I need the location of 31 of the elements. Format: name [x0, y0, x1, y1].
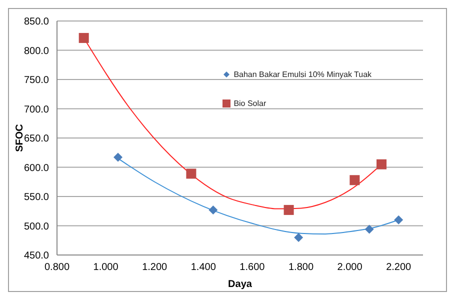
y-tick-label: 650.0	[24, 134, 50, 145]
x-tick-label: 2.000	[337, 262, 363, 274]
point	[284, 204, 294, 215]
point	[376, 159, 387, 170]
x-tick-label: 1.800	[288, 262, 314, 274]
x-tick-label: 2.200	[386, 262, 412, 274]
x-axis-title: Daya	[228, 279, 252, 290]
x-tick-label: 1.200	[142, 262, 168, 274]
x-tick-label: 1.000	[93, 262, 119, 274]
point	[394, 215, 404, 224]
y-tick-label: 800.0	[24, 46, 50, 57]
point	[294, 232, 304, 242]
legend-label: Bio Solar	[234, 99, 266, 108]
legend-label: Bahan Bakar Emulsi 10% Minyak Tuak	[234, 70, 372, 80]
y-tick-label: 700.0	[24, 104, 50, 116]
point	[364, 224, 374, 234]
x-tick-label: 0.800	[44, 262, 70, 274]
y-tick-label: 550.0	[24, 192, 50, 204]
x-tick-label: 1.400	[190, 262, 216, 274]
y-axis-title: SFOC	[14, 124, 26, 152]
y-tick-label: 500.0	[24, 221, 50, 232]
point	[186, 168, 196, 179]
point	[114, 152, 122, 162]
y-tick-label: 750.0	[24, 75, 50, 86]
point	[208, 205, 218, 214]
point	[78, 32, 89, 43]
y-tick-label: 850.0	[24, 16, 50, 28]
point	[350, 175, 360, 186]
y-tick-label: 600.0	[24, 162, 50, 174]
y-tick-label: 450.0	[24, 250, 50, 262]
x-tick-label: 1.600	[240, 262, 266, 274]
